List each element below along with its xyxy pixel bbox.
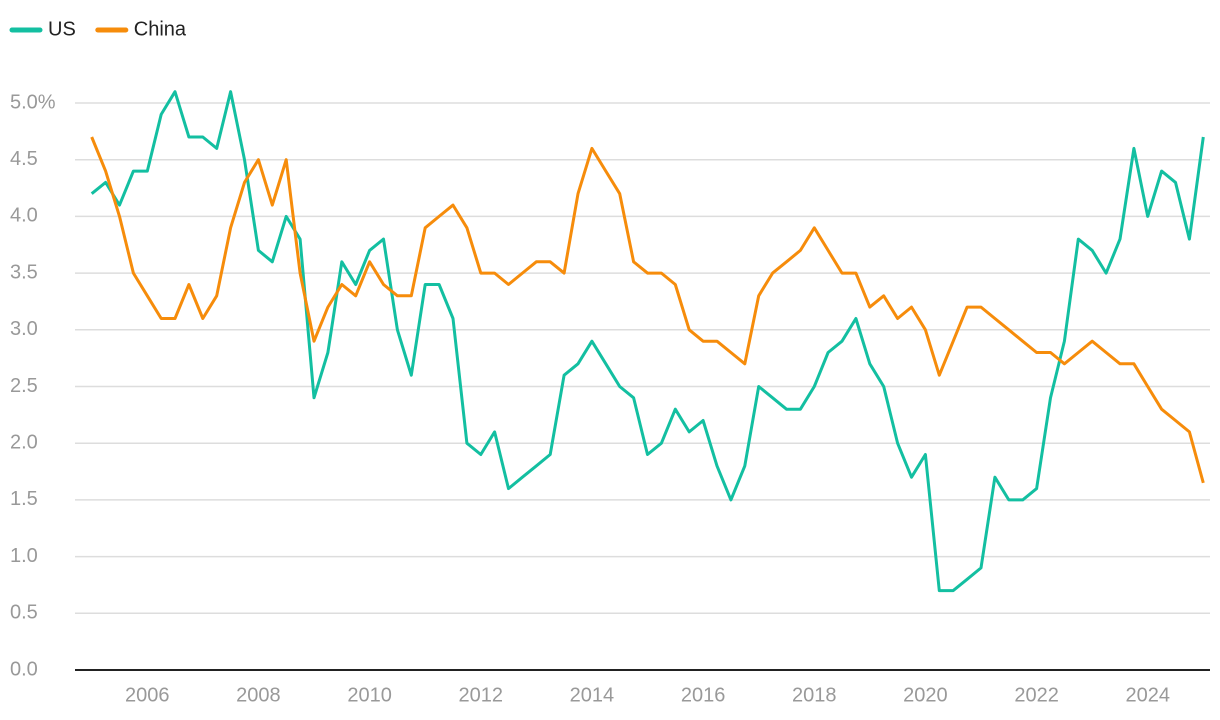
y-tick-label: 3.0 xyxy=(10,318,38,340)
x-tick-label: 2016 xyxy=(681,684,726,706)
x-tick-label: 2006 xyxy=(125,684,170,706)
y-tick-label: 5.0% xyxy=(10,91,56,113)
y-tick-label: 0.0 xyxy=(10,658,38,680)
y-tick-label: 1.5 xyxy=(10,488,38,510)
x-tick-label: 2014 xyxy=(570,684,615,706)
series-line xyxy=(90,136,1205,484)
legend-label: US xyxy=(48,18,76,40)
x-tick-label: 2008 xyxy=(236,684,281,706)
y-tick-label: 4.0 xyxy=(10,205,38,227)
x-tick-label: 2024 xyxy=(1125,684,1170,706)
series-line xyxy=(90,90,1205,593)
y-tick-label: 4.5 xyxy=(10,148,38,170)
x-tick-label: 2022 xyxy=(1014,684,1059,706)
y-tick-label: 0.5 xyxy=(10,602,38,624)
y-tick-label: 1.0 xyxy=(10,545,38,567)
x-tick-label: 2010 xyxy=(347,684,392,706)
y-tick-label: 3.5 xyxy=(10,261,38,283)
x-tick-label: 2020 xyxy=(903,684,948,706)
legend-label: China xyxy=(134,18,187,40)
y-tick-label: 2.5 xyxy=(10,375,38,397)
x-tick-label: 2012 xyxy=(459,684,504,706)
y-tick-label: 2.0 xyxy=(10,431,38,453)
x-tick-label: 2018 xyxy=(792,684,837,706)
